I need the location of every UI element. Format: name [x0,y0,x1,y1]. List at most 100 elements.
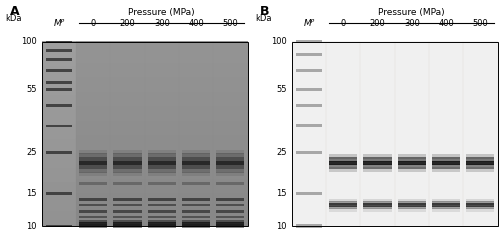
Text: 15: 15 [26,189,37,198]
Bar [364,164,392,169]
Bar [398,206,426,209]
Bar [398,203,426,207]
Bar [216,161,244,165]
Text: 400: 400 [188,19,204,27]
Bar [79,153,108,157]
Bar [398,167,426,172]
Bar [364,157,392,162]
Bar [79,222,108,226]
Text: 55: 55 [276,85,287,94]
Bar [329,208,358,212]
Bar [148,222,176,226]
Bar [329,201,358,205]
Bar [148,153,176,157]
Bar [364,201,392,205]
Bar [216,204,244,206]
Bar [182,216,210,218]
Bar [79,157,108,161]
Bar [79,210,108,213]
Text: 0: 0 [90,19,96,27]
Bar [114,210,141,213]
Bar [216,150,244,154]
Bar [329,157,358,162]
Text: 10: 10 [276,222,287,230]
Bar [364,208,392,212]
Bar [216,169,244,173]
Bar [182,169,210,173]
Bar [466,206,494,209]
Bar [296,151,322,154]
Bar [466,201,494,205]
Bar [296,104,322,107]
Bar [79,220,108,223]
Bar [114,165,141,169]
Bar [216,172,244,176]
Text: Pressure (MPa): Pressure (MPa) [378,7,445,17]
Bar [216,182,244,185]
Bar [296,192,322,195]
Bar [364,154,392,159]
Bar [329,206,358,209]
Bar [432,208,460,212]
Bar [398,199,426,202]
Bar [296,124,322,127]
Bar [114,153,141,157]
Bar [296,53,322,56]
Bar [46,192,72,195]
Bar [114,222,141,226]
Bar [329,199,358,202]
Bar [364,206,392,209]
Text: Pressure (MPa): Pressure (MPa) [128,7,195,17]
Bar [148,161,176,165]
Bar [398,164,426,169]
Bar [46,41,72,43]
Bar [148,210,176,213]
Text: 25: 25 [26,148,37,157]
Text: 200: 200 [370,19,386,27]
Bar [46,225,72,227]
Bar [329,154,358,159]
Bar [432,161,460,165]
Text: 500: 500 [222,19,238,27]
Bar [182,172,210,176]
Bar [79,172,108,176]
Bar [329,167,358,172]
Text: Mᴾ: Mᴾ [304,19,314,27]
Bar [216,220,244,223]
Bar [398,208,426,212]
Bar [46,69,72,72]
Text: kDa: kDa [255,14,272,23]
Bar [148,204,176,206]
Bar [292,42,498,226]
Bar [182,150,210,154]
Text: 100: 100 [21,38,37,46]
Bar [466,167,494,172]
Bar [432,201,460,205]
Bar [364,167,392,172]
Bar [148,198,176,201]
Bar [114,216,141,218]
Text: 400: 400 [438,19,454,27]
Bar [296,69,322,72]
Bar [79,198,108,201]
Bar [398,154,426,159]
Bar [148,216,176,218]
Bar [329,161,358,165]
Bar [114,224,141,228]
Bar [466,154,494,159]
Bar [466,208,494,212]
Bar [114,198,141,201]
Bar [432,206,460,209]
Bar [114,172,141,176]
Bar [148,150,176,154]
Bar [182,161,210,165]
Bar [432,154,460,159]
Bar [398,201,426,205]
Bar [466,199,494,202]
Bar [46,104,72,107]
Bar [466,161,494,165]
Bar [364,199,392,202]
Bar [148,157,176,161]
Bar [182,210,210,213]
Bar [182,220,210,223]
